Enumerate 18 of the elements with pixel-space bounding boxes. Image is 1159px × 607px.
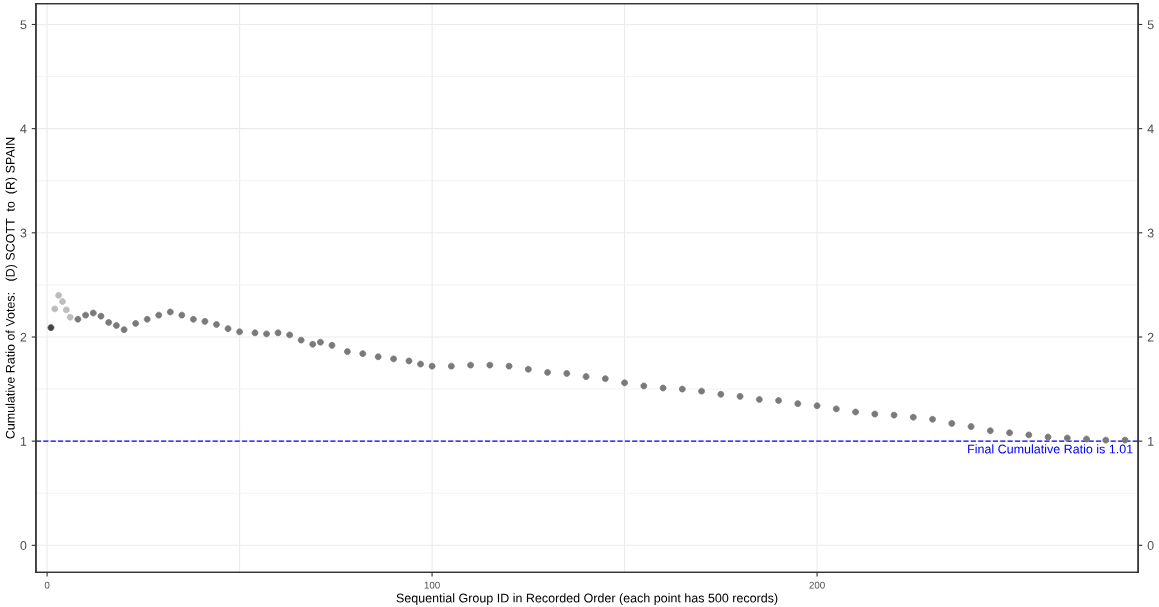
y-tick-label: 2: [20, 332, 27, 342]
y-tick-label: 1: [20, 437, 27, 446]
y2-tick-label: 1: [1148, 437, 1154, 446]
y-tick-label: 0: [20, 541, 27, 550]
y2-tick-label: 0: [1147, 541, 1154, 550]
y2-tick-label: 3: [1147, 228, 1154, 238]
x-tick-label: 100: [424, 581, 440, 589]
ref-line-label: Final Cumulative Ratio is 1.01: [968, 444, 1133, 454]
y2-tick-label: 5: [1147, 20, 1154, 30]
y2-tick-label: 2: [1147, 332, 1154, 342]
x-tick-label: 200: [809, 581, 825, 589]
y-axis-title: Cumulative Ratio of Votes: (D) SCOTT to (R) SPAIN: [5, 137, 18, 439]
y-tick-label: 5: [20, 20, 27, 30]
x-tick-label: 0: [44, 581, 50, 589]
x-axis-title: Sequential Group ID in Recorded Order (each point has 500 records): [396, 593, 778, 605]
y-tick-label: 3: [20, 228, 27, 238]
y2-tick-label: 4: [1147, 124, 1154, 134]
y-tick-label: 4: [20, 124, 27, 134]
